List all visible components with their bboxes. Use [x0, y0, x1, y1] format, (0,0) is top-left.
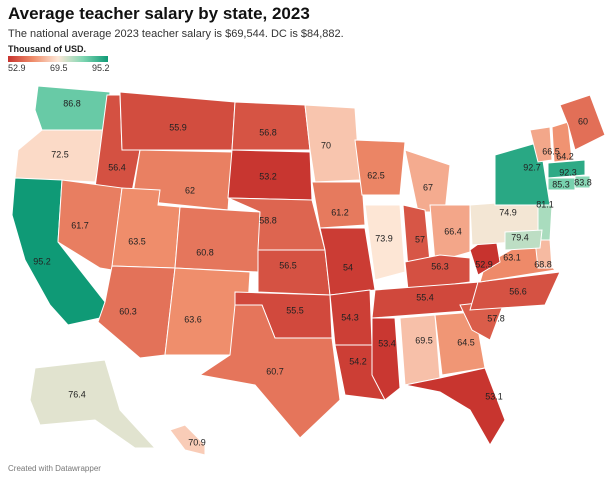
state-value-label-mo: 54 — [343, 262, 353, 272]
state-value-label-pa: 74.9 — [499, 207, 517, 217]
state-value-label-mn: 70 — [321, 140, 331, 150]
state-value-label-id: 56.4 — [108, 162, 126, 172]
state-value-label-tn: 55.4 — [416, 292, 434, 302]
state-me[interactable] — [559, 94, 606, 151]
states-layer — [11, 85, 606, 456]
state-mi[interactable] — [404, 149, 451, 213]
state-ma[interactable] — [547, 159, 586, 179]
state-value-label-mi: 67 — [423, 182, 433, 192]
state-wi[interactable] — [354, 139, 406, 196]
state-value-label-ma: 92.3 — [559, 167, 577, 177]
state-md[interactable] — [504, 229, 543, 251]
state-value-label-wi: 62.5 — [367, 170, 385, 180]
legend-max-label: 95.2 — [92, 63, 110, 73]
legend-color-scale — [8, 56, 108, 62]
state-al[interactable] — [399, 314, 441, 386]
state-value-label-sc: 57.8 — [487, 313, 505, 323]
chart-title: Average teacher salary by state, 2023 — [8, 4, 310, 23]
state-value-label-va: 63.1 — [503, 252, 521, 262]
state-mt[interactable] — [119, 91, 236, 151]
state-value-label-hi: 70.9 — [188, 437, 206, 447]
state-value-label-vt: 66.5 — [542, 146, 560, 156]
labels-layer: 86.8 72.5 95.2 56.4 61.7 55.9 62 63.5 60.3 60.8 63… — [33, 98, 592, 447]
state-ky[interactable] — [404, 254, 471, 291]
state-value-label-nm: 63.6 — [184, 314, 202, 324]
state-value-label-ms: 53.4 — [378, 338, 396, 348]
state-oh[interactable] — [429, 204, 471, 263]
state-value-label-il: 73.9 — [375, 233, 393, 243]
state-value-label-ia: 61.2 — [331, 207, 349, 217]
state-value-label-de: 68.8 — [534, 259, 552, 269]
state-value-label-az: 60.3 — [119, 306, 137, 316]
state-nh[interactable] — [551, 121, 573, 163]
state-value-label-nh: 64.2 — [556, 151, 574, 161]
state-value-label-ca: 95.2 — [33, 256, 51, 266]
state-value-label-in: 57 — [415, 234, 425, 244]
state-value-label-ky: 56.3 — [431, 261, 449, 271]
chart-subtitle: The national average 2023 teacher salary… — [8, 28, 344, 40]
state-value-label-nc: 56.6 — [509, 286, 527, 296]
state-ms[interactable] — [371, 317, 401, 401]
state-ia[interactable] — [311, 181, 366, 229]
state-value-label-ok: 55.5 — [286, 305, 304, 315]
state-value-label-ks: 56.5 — [279, 260, 297, 270]
state-mn[interactable] — [304, 104, 361, 183]
legend-title: Thousand of USD. — [8, 44, 86, 54]
state-value-label-or: 72.5 — [51, 149, 69, 159]
state-value-label-wv: 52.9 — [475, 259, 493, 269]
footer-credit: Created with Datawrapper — [8, 464, 101, 473]
state-co[interactable] — [174, 206, 261, 273]
state-nc[interactable] — [469, 271, 561, 311]
state-value-label-al: 69.5 — [415, 335, 433, 345]
state-value-label-nd: 56.8 — [259, 127, 277, 137]
state-value-label-ga: 64.5 — [457, 337, 475, 347]
state-value-label-mt: 55.9 — [169, 122, 187, 132]
state-ct[interactable] — [547, 177, 576, 191]
state-value-label-ri: 83.8 — [574, 177, 592, 187]
state-value-label-ut: 63.5 — [128, 236, 146, 246]
state-vt[interactable] — [529, 126, 553, 163]
state-ak[interactable] — [29, 359, 157, 449]
legend-min-label: 52.9 — [8, 63, 26, 73]
state-value-label-ct: 85.3 — [552, 179, 570, 189]
state-nd[interactable] — [231, 101, 311, 151]
state-fl[interactable] — [404, 367, 506, 446]
state-nv[interactable] — [57, 179, 123, 271]
state-value-label-co: 60.8 — [196, 247, 214, 257]
state-value-label-oh: 66.4 — [444, 226, 462, 236]
state-value-label-md: 79.4 — [511, 232, 529, 242]
legend-mid-label: 69.5 — [50, 63, 68, 73]
state-value-label-la: 54.2 — [349, 356, 367, 366]
state-value-label-ar: 54.3 — [341, 312, 359, 322]
state-il[interactable] — [364, 204, 406, 281]
state-ks[interactable] — [257, 249, 331, 296]
state-value-label-ak: 76.4 — [68, 389, 86, 399]
state-value-label-ny: 92.7 — [523, 162, 541, 172]
state-value-label-fl: 53.1 — [485, 391, 503, 401]
state-value-label-me: 60 — [578, 116, 588, 126]
state-tx[interactable] — [198, 304, 341, 439]
state-value-label-nv: 61.7 — [71, 220, 89, 230]
state-value-label-ne: 58.8 — [259, 215, 277, 225]
state-value-label-wy: 62 — [185, 185, 195, 195]
state-value-label-tx: 60.7 — [266, 366, 284, 376]
state-value-label-nj: 81.1 — [536, 199, 554, 209]
state-value-label-sd: 53.2 — [259, 171, 277, 181]
state-hi[interactable] — [169, 424, 206, 456]
state-value-label-wa: 86.8 — [63, 98, 81, 108]
